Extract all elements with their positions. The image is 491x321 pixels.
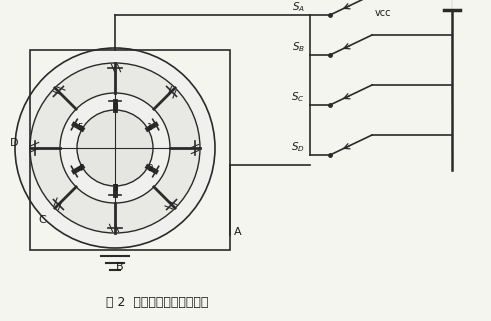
Text: A: A — [234, 227, 242, 237]
Text: B: B — [116, 262, 124, 272]
Text: 图 2  步进电机的步进过程图: 图 2 步进电机的步进过程图 — [106, 296, 208, 309]
Text: 4: 4 — [77, 164, 83, 173]
Text: $S_D$: $S_D$ — [291, 140, 305, 154]
Circle shape — [77, 110, 153, 186]
Text: 3: 3 — [112, 184, 118, 193]
Text: $S_B$: $S_B$ — [292, 40, 305, 54]
Text: vcc: vcc — [375, 8, 391, 18]
Bar — [30, 50, 230, 250]
Circle shape — [30, 63, 200, 233]
Text: $S_A$: $S_A$ — [292, 0, 305, 14]
Text: C: C — [38, 215, 46, 225]
Text: 2: 2 — [147, 164, 153, 173]
Text: D: D — [9, 138, 18, 148]
Circle shape — [15, 48, 215, 248]
Circle shape — [60, 93, 170, 203]
Text: 5: 5 — [77, 123, 83, 132]
Text: 1: 1 — [147, 123, 153, 132]
Text: $S_C$: $S_C$ — [291, 90, 305, 104]
Text: 0: 0 — [112, 103, 118, 112]
